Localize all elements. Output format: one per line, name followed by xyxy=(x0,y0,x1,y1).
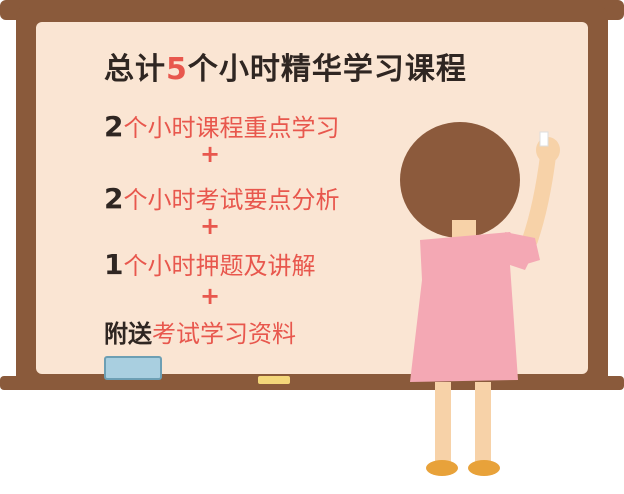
title-prefix: 总计 xyxy=(104,52,166,87)
line1-number: 2 xyxy=(104,110,124,143)
line2-number: 2 xyxy=(104,182,124,215)
plus-sign-3: + xyxy=(200,282,221,310)
line2-text: 个小时考试要点分析 xyxy=(123,186,340,214)
title-suffix: 个小时精华学习课程 xyxy=(187,52,467,87)
line3-number: 1 xyxy=(104,248,124,281)
course-line-4: 附送考试学习资料 xyxy=(104,314,296,349)
eraser xyxy=(104,356,162,380)
plus-sign-2: + xyxy=(200,212,221,240)
teacher-illustration xyxy=(400,122,560,476)
board-title: 总计5个小时精华学习课程 xyxy=(104,44,467,88)
course-line-3: 1个小时押题及讲解 xyxy=(104,246,315,281)
line4-text: 考试学习资料 xyxy=(152,320,296,348)
chalk xyxy=(258,376,290,384)
course-line-1: 2个小时课程重点学习 xyxy=(104,108,339,143)
line3-text: 个小时押题及讲解 xyxy=(123,252,316,280)
course-line-2: 2个小时考试要点分析 xyxy=(104,180,339,215)
title-number: 5 xyxy=(166,52,188,87)
plus-sign-1: + xyxy=(200,140,221,168)
line1-text: 个小时课程重点学习 xyxy=(123,114,340,142)
line4-prefix: 附送 xyxy=(104,320,152,348)
